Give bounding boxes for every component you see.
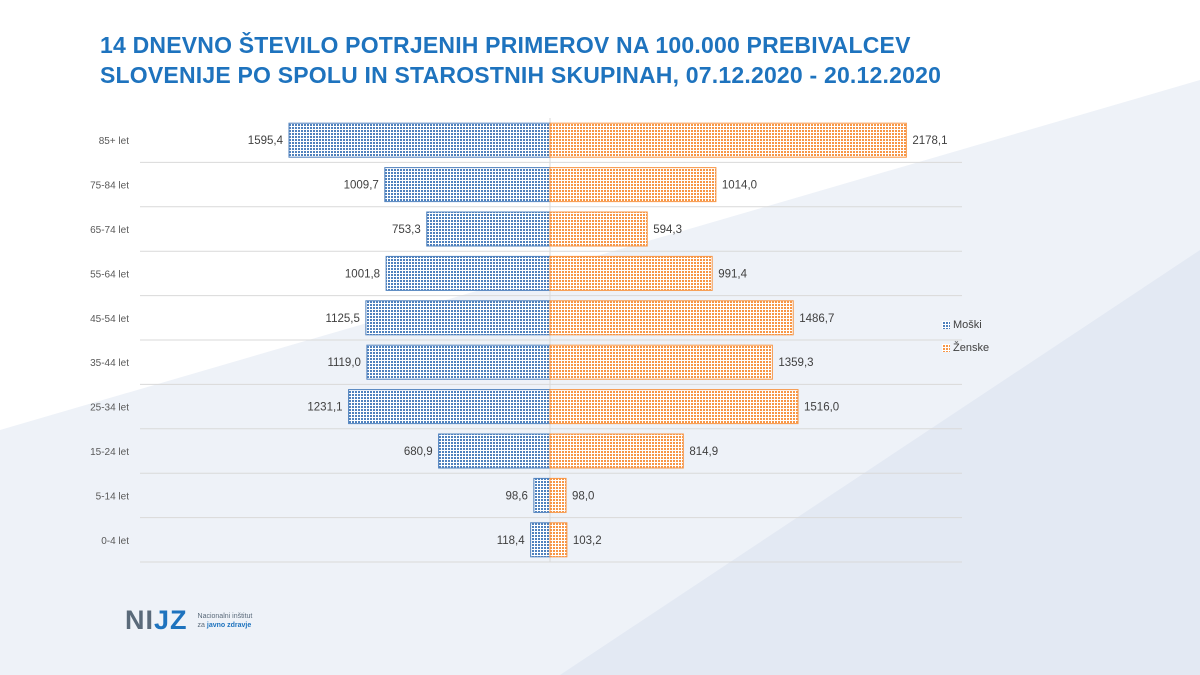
- logo-line-2-strong: javno zdravje: [206, 621, 252, 629]
- data-label-male: 98,6: [505, 490, 527, 502]
- data-label-female: 103,2: [573, 535, 602, 547]
- legend-item-female: Ženske: [942, 336, 989, 359]
- bar-female: [549, 300, 794, 336]
- bar-male: [348, 389, 551, 425]
- logo-line-1: Nacionalni inštitut: [197, 612, 253, 620]
- data-label-female: 594,3: [653, 224, 682, 236]
- bar-female: [549, 167, 717, 203]
- data-label-male: 1119,0: [327, 357, 360, 369]
- chart-title-line-2: SLOVENIJE PO SPOLU IN STAROSTNIH SKUPINA…: [100, 62, 942, 88]
- logo-line-2-prefix: za: [197, 621, 205, 629]
- bar-female: [549, 522, 568, 558]
- data-label-male: 1231,1: [307, 402, 342, 414]
- bar-male: [384, 167, 551, 203]
- labels: 85+ let 1595,4 2178,1 75-84 let 1009,7 1014,0…: [90, 135, 947, 547]
- legend-item-male: Moški: [942, 313, 989, 336]
- category-label: 75-84 let: [90, 181, 129, 192]
- legend: Moški Ženske: [942, 313, 989, 359]
- category-label: 15-24 let: [90, 447, 129, 458]
- bar-male: [288, 122, 551, 158]
- logo-mark-prefix: NI: [125, 605, 154, 635]
- data-label-male: 1595,4: [248, 135, 284, 147]
- bar-female: [549, 211, 648, 247]
- legend-label-male: Moški: [953, 318, 982, 331]
- data-label-male: 1125,5: [326, 313, 360, 325]
- data-label-female: 1486,7: [799, 313, 834, 325]
- category-label: 5-14 let: [96, 491, 130, 502]
- data-label-female: 991,4: [718, 268, 747, 280]
- bar-female: [549, 122, 907, 158]
- bar-male: [438, 433, 551, 469]
- logo-line-2: za javno zdravje: [198, 621, 253, 630]
- category-label: 65-74 let: [90, 225, 129, 236]
- data-label-female: 2178,1: [912, 135, 947, 147]
- data-label-female: 1516,0: [804, 402, 839, 414]
- bar-male: [385, 255, 551, 291]
- category-label: 85+ let: [99, 136, 130, 147]
- data-label-male: 680,9: [404, 446, 433, 458]
- bar-female: [549, 255, 713, 291]
- bar-male: [533, 477, 551, 513]
- bar-male: [365, 300, 551, 336]
- data-label-male: 118,4: [497, 535, 526, 547]
- data-label-female: 1014,0: [722, 180, 757, 192]
- bar-female: [549, 477, 567, 513]
- bar-female: [549, 389, 799, 425]
- category-label: 45-54 let: [90, 314, 129, 325]
- bar-male: [426, 211, 551, 247]
- bar-female: [549, 344, 773, 380]
- logo-mark: NIJZ: [125, 605, 188, 636]
- category-label: 35-44 let: [90, 358, 129, 369]
- data-label-female: 814,9: [689, 446, 718, 458]
- data-label-male: 753,3: [392, 224, 421, 236]
- legend-swatch-male: [942, 320, 950, 329]
- bars: [288, 122, 907, 558]
- data-label-female: 1359,3: [778, 357, 813, 369]
- data-label-male: 1009,7: [344, 180, 379, 192]
- chart-title-line-1: 14 DNEVNO ŠTEVILO POTRJENIH PRIMEROV NA …: [100, 32, 911, 58]
- legend-swatch-female: [942, 343, 950, 352]
- logo-text: Nacionalni inštitut za javno zdravje: [198, 612, 253, 630]
- category-label: 0-4 let: [101, 536, 129, 547]
- chart-title: 14 DNEVNO ŠTEVILO POTRJENIH PRIMEROV NA …: [100, 30, 1100, 90]
- bar-male: [530, 522, 551, 558]
- category-label: 55-64 let: [90, 269, 129, 280]
- category-label: 25-34 let: [90, 403, 129, 414]
- bar-female: [549, 433, 684, 469]
- bar-male: [366, 344, 551, 380]
- legend-label-female: Ženske: [953, 341, 990, 354]
- data-label-female: 98,0: [572, 490, 594, 502]
- nijz-logo: NIJZ Nacionalni inštitut za javno zdravj…: [125, 605, 252, 636]
- data-label-male: 1001,8: [345, 268, 380, 280]
- logo-mark-accent: JZ: [154, 605, 188, 635]
